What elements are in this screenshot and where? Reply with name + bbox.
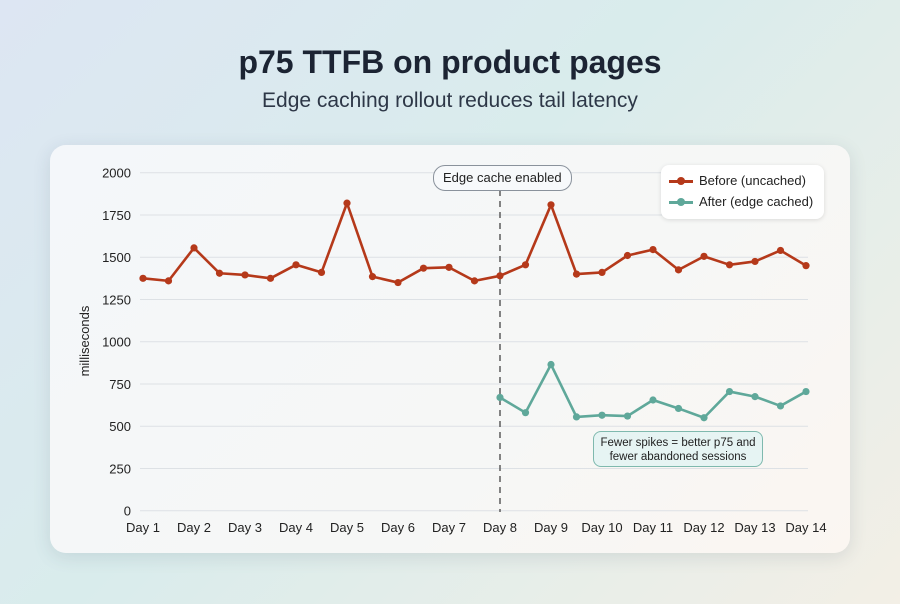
- chart-subtitle: Edge caching rollout reduces tail latenc…: [262, 89, 638, 112]
- series-line: [499, 363, 807, 420]
- x-tick-label: Day 3: [228, 520, 262, 535]
- data-point: [751, 393, 759, 401]
- series-before: [139, 199, 810, 287]
- data-point: [419, 264, 428, 272]
- legend-label-before: Before (uncached): [699, 173, 806, 188]
- data-point: [623, 412, 632, 420]
- legend-item-after: After (edge cached): [669, 194, 813, 209]
- x-tick-label: Day 6: [381, 520, 415, 535]
- y-tick-label: 1250: [102, 292, 131, 307]
- annotation-fewer-spikes: Fewer spikes = better p75 and fewer aban…: [593, 431, 763, 467]
- data-point: [317, 268, 326, 277]
- data-point: [802, 387, 810, 396]
- legend-swatch-before: [669, 175, 693, 187]
- x-tick-label: Day 11: [633, 520, 673, 535]
- x-tick-label: Day 13: [734, 520, 775, 535]
- legend-item-before: Before (uncached): [669, 173, 806, 188]
- data-point: [241, 271, 249, 279]
- data-point: [623, 251, 632, 260]
- data-point: [776, 402, 785, 410]
- data-point: [190, 244, 198, 252]
- legend-label-after: After (edge cached): [699, 194, 814, 209]
- data-point: [470, 277, 479, 285]
- data-point: [547, 201, 555, 209]
- data-point: [751, 257, 759, 266]
- data-point: [521, 409, 530, 417]
- annotation-line-2: fewer abandoned sessions: [609, 451, 747, 463]
- data-point: [674, 266, 683, 274]
- data-point: [674, 404, 683, 413]
- series-after: [496, 360, 810, 422]
- data-point: [368, 273, 377, 281]
- data-point: [496, 272, 504, 280]
- y-tick-label: 0: [124, 504, 131, 519]
- data-point: [725, 261, 734, 269]
- data-point: [776, 246, 785, 255]
- data-point: [496, 393, 504, 402]
- data-point: [343, 199, 351, 207]
- x-tick-label: Day 2: [177, 520, 211, 535]
- data-point: [292, 261, 300, 269]
- legend-swatch-after: [669, 196, 693, 208]
- data-point: [802, 262, 810, 270]
- data-point: [164, 277, 173, 285]
- legend: Before (uncached) After (edge cached): [661, 165, 824, 219]
- x-tick-label: Day 1: [126, 520, 160, 535]
- data-point: [547, 360, 555, 369]
- x-tick-label: Day 14: [785, 520, 826, 535]
- annotation-edge-cache-enabled: Edge cache enabled: [433, 165, 572, 191]
- y-tick-label: 750: [109, 377, 131, 392]
- annotation-line-1: Fewer spikes = better p75 and: [600, 437, 756, 449]
- data-point: [649, 396, 657, 404]
- x-tick-label: Day 9: [534, 520, 568, 535]
- data-point: [598, 411, 606, 419]
- data-point: [572, 270, 581, 278]
- data-point: [572, 413, 581, 421]
- x-tick-label: Day 4: [279, 520, 313, 535]
- data-point: [598, 268, 606, 277]
- data-point: [266, 274, 275, 282]
- y-tick-label: 250: [109, 461, 131, 476]
- data-point: [394, 278, 402, 287]
- x-tick-label: Day 10: [581, 520, 622, 535]
- y-tick-label: 2000: [102, 166, 131, 181]
- y-axis-label: milliseconds: [77, 305, 92, 376]
- data-point: [700, 414, 708, 422]
- data-point: [725, 387, 734, 396]
- y-tick-label: 1500: [102, 250, 131, 265]
- y-tick-label: 500: [109, 419, 131, 434]
- y-tick-label: 1000: [102, 335, 131, 350]
- data-point: [139, 274, 147, 282]
- y-tick-label: 1750: [102, 208, 131, 223]
- data-point: [649, 245, 657, 254]
- data-point: [521, 261, 530, 269]
- data-point: [445, 263, 453, 271]
- data-point: [215, 269, 224, 277]
- x-tick-label: Day 7: [432, 520, 466, 535]
- data-point: [700, 252, 708, 260]
- x-tick-label: Day 5: [330, 520, 364, 535]
- chart-title: p75 TTFB on product pages: [238, 44, 662, 80]
- x-tick-label: Day 12: [683, 520, 724, 535]
- x-tick-label: Day 8: [483, 520, 517, 535]
